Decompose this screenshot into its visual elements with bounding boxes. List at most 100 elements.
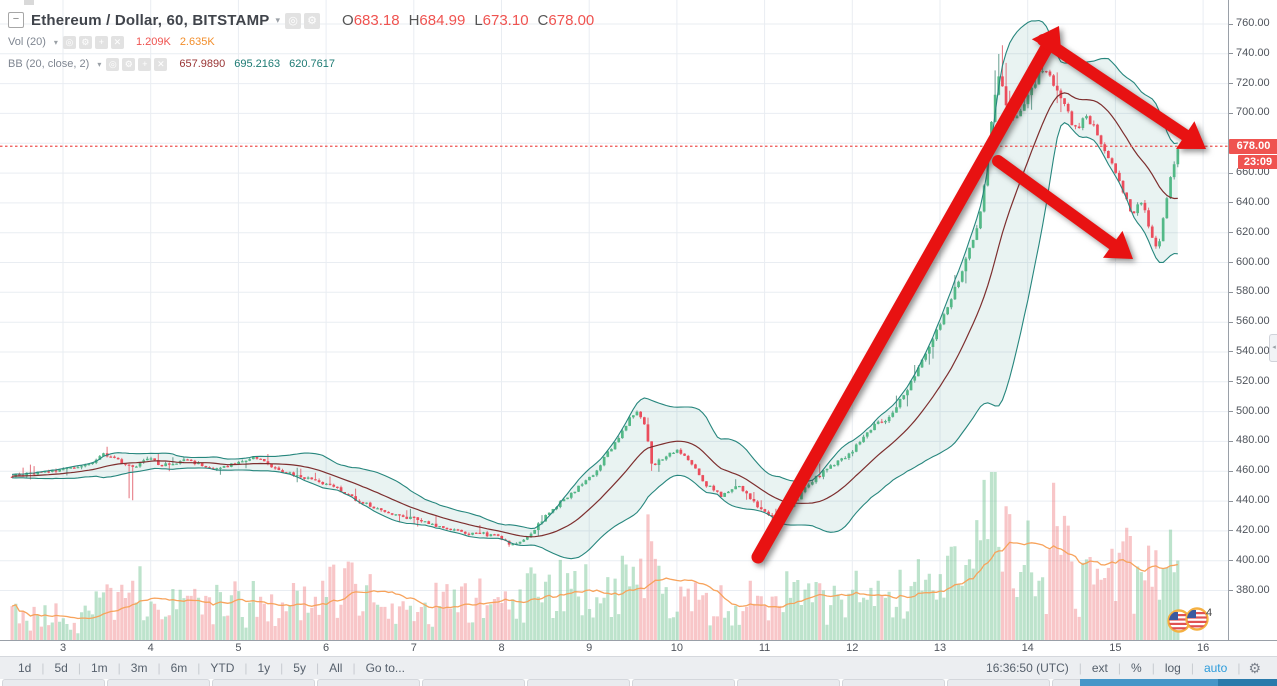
hidden-tab-top: [632, 679, 735, 686]
price-tick-mark: [1229, 172, 1233, 174]
ohlc-label-o: O: [342, 11, 354, 29]
settings-icon[interactable]: ⚙: [304, 13, 321, 29]
price-tick-mark: [1229, 232, 1233, 234]
hidden-tab-top: [947, 679, 1050, 686]
ohlc-value-o: 683.18: [353, 11, 400, 29]
range-button-3m[interactable]: 3m: [130, 661, 148, 675]
price-axis[interactable]: 760.00 740.00 720.00 700.00 660.00 640.00 620.…: [1228, 0, 1277, 641]
price-tick-label: 500.00: [1236, 404, 1270, 417]
ohlc-value-l: 673.10: [482, 11, 529, 29]
symbol-title[interactable]: Ethereum / Dollar, 60, BITSTAMP: [31, 11, 270, 29]
range-button-1d[interactable]: 1d: [18, 661, 32, 675]
indicator-values: 657.9890 695.2163 620.7617: [179, 58, 344, 70]
toolbar-separator: |: [244, 661, 248, 675]
time-tick-label: 13: [933, 642, 947, 654]
toolbar-separator: |: [1237, 661, 1241, 675]
price-tick-label: 420.00: [1236, 523, 1270, 536]
toolbar-separator: |: [77, 661, 81, 675]
price-tick-label: 580.00: [1236, 285, 1270, 298]
price-tick-label: 440.00: [1236, 494, 1270, 507]
range-button-all[interactable]: All: [329, 661, 343, 675]
scale-button-auto[interactable]: auto: [1203, 661, 1228, 675]
time-tick-label: 11: [758, 642, 771, 654]
toolbar-separator: |: [1190, 661, 1194, 675]
price-tick-mark: [1229, 262, 1233, 264]
ohlc-values: O683.18 H684.99 L673.10 C678.00: [333, 12, 594, 29]
time-tick-label: 14: [1021, 642, 1034, 654]
close-icon[interactable]: ✕: [154, 57, 168, 71]
range-button-1m[interactable]: 1m: [90, 661, 108, 675]
eye-icon[interactable]: ◎: [62, 35, 76, 49]
range-buttons: 1d | 5d | 1m | 3m | 6m | YTD | 1y | 5y | All | Go to...: [0, 661, 411, 675]
price-tick-mark: [1229, 53, 1233, 55]
price-tick-label: 760.00: [1236, 17, 1270, 29]
clock-utc-label[interactable]: 16:36:50 (UTC): [986, 661, 1069, 675]
toolbar-separator: |: [41, 661, 45, 675]
bar-countdown-badge: 23:09: [1238, 155, 1277, 169]
time-axis[interactable]: 3 4 5 6 7 8 9 10 11 12 13 14 15 16: [0, 641, 1277, 656]
scale-button-log[interactable]: log: [1164, 661, 1181, 675]
indicator-name[interactable]: Vol (20): [8, 36, 46, 48]
toolbar-separator: |: [1151, 661, 1155, 675]
scale-button-percent[interactable]: %: [1131, 661, 1142, 675]
last-price-badge: 678.00: [1229, 139, 1277, 154]
scrollbar-fragment: [24, 0, 34, 5]
close-icon[interactable]: ✕: [110, 35, 124, 49]
price-tick-label: 560.00: [1236, 315, 1270, 328]
toolbar-separator: |: [315, 661, 320, 675]
price-tick-label: 600.00: [1236, 255, 1270, 268]
indicator-row: BB (20, close, 2) ▾ ◎ ⚙ + ✕ 657.9890 695.2163 62…: [8, 54, 594, 74]
toolbar-separator: |: [280, 661, 284, 675]
add-icon[interactable]: +: [94, 35, 108, 49]
eye-icon[interactable]: ◎: [285, 13, 302, 29]
price-tick-mark: [1229, 530, 1233, 532]
price-tick-mark: [1229, 381, 1233, 383]
price-chart-canvas[interactable]: 4: [0, 0, 1228, 641]
trend-arrows-annotation: [751, 26, 1206, 564]
indicator-value: 1.209K: [135, 36, 171, 48]
range-button-ytd[interactable]: YTD: [210, 661, 235, 675]
goto-date-button[interactable]: Go to...: [365, 661, 405, 675]
price-tick-label: 720.00: [1236, 76, 1270, 89]
chevron-down-icon[interactable]: ▾: [53, 37, 58, 47]
indicator-value: 657.9890: [179, 58, 226, 70]
time-tick-label: 10: [670, 642, 684, 654]
indicator-name[interactable]: BB (20, close, 2): [8, 58, 90, 70]
price-tick-label: 480.00: [1236, 434, 1270, 447]
time-tick-label: 12: [846, 642, 859, 654]
range-button-1y[interactable]: 1y: [257, 661, 271, 675]
event-flags-icon[interactable]: 4: [1167, 607, 1213, 633]
toolbar-separator: |: [117, 661, 121, 675]
symbol-action-icons: ◎ ⚙: [285, 11, 323, 29]
price-tick-label: 460.00: [1236, 464, 1270, 477]
add-icon[interactable]: +: [138, 57, 152, 71]
settings-icon[interactable]: ⚙: [122, 57, 136, 71]
indicator-value: 2.635K: [179, 36, 215, 48]
price-tick-mark: [1229, 202, 1233, 204]
time-tick-label: 8: [498, 642, 505, 654]
sidebar-collapse-tab[interactable]: ◂: [1269, 334, 1277, 362]
chevron-down-icon[interactable]: ▾: [275, 14, 281, 25]
hidden-tab-top: [212, 679, 315, 686]
gear-icon[interactable]: ⚙: [1248, 659, 1261, 676]
settings-icon[interactable]: ⚙: [78, 35, 92, 49]
time-tick-label: 9: [586, 642, 593, 654]
price-tick-mark: [1229, 470, 1233, 472]
chevron-down-icon[interactable]: ▾: [97, 59, 102, 69]
legend-collapse-button[interactable]: −: [8, 12, 24, 28]
toolbar-separator: |: [157, 661, 161, 675]
range-button-5y[interactable]: 5y: [293, 661, 306, 675]
ohlc-value-h: 684.99: [419, 11, 466, 29]
eye-icon[interactable]: ◎: [106, 57, 120, 71]
price-tick-label: 540.00: [1236, 344, 1270, 357]
range-button-5d[interactable]: 5d: [54, 661, 68, 675]
toolbar-right-group: 16:36:50 (UTC) | ext |% | log | auto | ⚙: [980, 660, 1277, 677]
indicator-value: 620.7617: [289, 58, 336, 70]
range-button-6m[interactable]: 6m: [170, 661, 188, 675]
price-tick-mark: [1229, 590, 1233, 591]
bottom-blue-bar: [1218, 678, 1277, 686]
price-tick-mark: [1229, 440, 1233, 442]
indicator-row: Vol (20) ▾ ◎ ⚙ + ✕ 1.209K 2.635K: [8, 32, 594, 52]
scale-button-ext[interactable]: ext: [1091, 661, 1108, 675]
time-tick-label: 5: [235, 642, 242, 654]
